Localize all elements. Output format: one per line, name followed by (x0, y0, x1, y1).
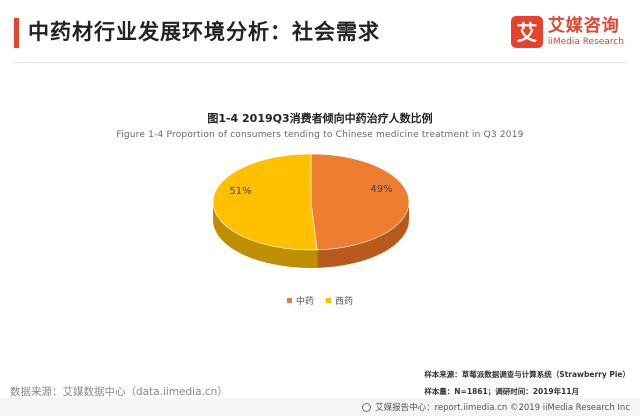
brand-mark-icon: 艾 (510, 16, 543, 48)
data-source: 数据来源：艾媒数据中心（data.iimedia.cn） (10, 386, 228, 398)
legend-item-zhongyao: 中药 (286, 294, 314, 307)
sample-info: 样本来源：草莓派数据调查与计算系统（Strawberry Pie） 样本量：N=… (424, 366, 630, 400)
legend-swatch-xiyao (326, 298, 331, 303)
brand-text: 艾媒咨询 iiMedia Research (547, 15, 624, 47)
pie-label-0: 49% (370, 184, 392, 195)
footer-text: 艾媒报告中心：report.iimedia.cn ©2019 iiMedia R… (375, 403, 630, 413)
title-accent-bar (14, 18, 19, 48)
sample-size: 样本量：N=1861；调研时间：2019年11月 (424, 387, 580, 396)
sample-source: 样本来源：草莓派数据调查与计算系统（Strawberry Pie） (424, 370, 630, 379)
footer-bar: 艾媒报告中心：report.iimedia.cn ©2019 iiMedia R… (0, 398, 640, 416)
page-title: 中药材行业发展环境分析：社会需求 (28, 20, 380, 44)
legend-label-zhongyao: 中药 (295, 297, 314, 307)
pie-slice-0 (310, 153, 410, 251)
brand-logo: 艾 艾媒咨询 iiMedia Research (510, 14, 624, 50)
pie-slice-side-1-0 (213, 202, 318, 268)
pie-slice-side-0-0 (317, 202, 409, 268)
brand-name-cn: 艾媒咨询 (547, 15, 620, 36)
report-center-icon (362, 402, 372, 412)
header-divider (14, 62, 626, 63)
brand-name-en: iiMedia Research (547, 36, 624, 47)
legend-swatch-zhongyao (286, 298, 292, 303)
legend-label-xiyao: 西药 (335, 297, 354, 307)
legend-item-xiyao: 西药 (326, 294, 353, 307)
pie-slice-1 (212, 153, 318, 251)
chart-title: 图1-4 2019Q3消费者倾向中药治疗人数比例 (207, 112, 433, 125)
pie-label-1: 51% (229, 186, 251, 197)
chart-legend: 中药 西药 (0, 294, 640, 307)
chart-subtitle: Figure 1-4 Proportion of consumers tendi… (116, 130, 524, 140)
